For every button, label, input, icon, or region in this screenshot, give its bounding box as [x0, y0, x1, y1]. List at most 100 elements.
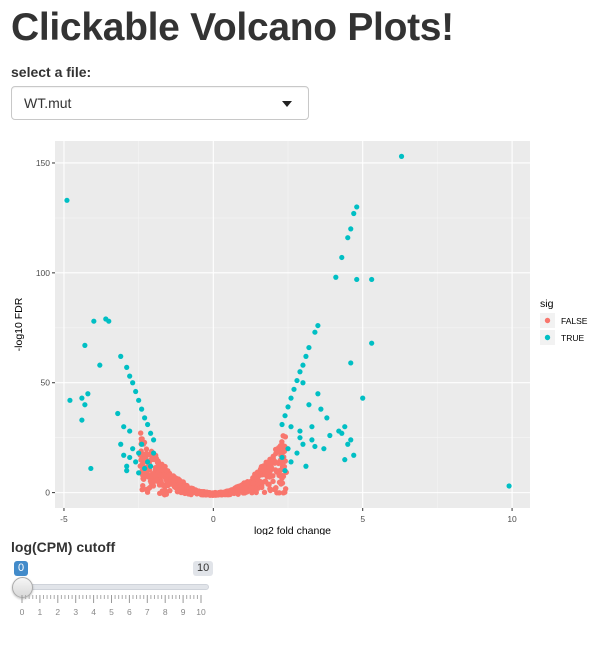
data-point-true[interactable] — [312, 329, 318, 335]
data-point-true[interactable] — [279, 421, 285, 428]
data-point-false[interactable] — [272, 446, 279, 453]
data-point-false[interactable] — [152, 472, 158, 478]
data-point-true[interactable] — [282, 468, 288, 474]
data-point-false[interactable] — [253, 473, 259, 480]
data-point-true[interactable] — [324, 415, 330, 421]
data-point-false[interactable] — [273, 485, 279, 491]
data-point-true[interactable] — [360, 395, 366, 401]
data-point-true[interactable] — [342, 457, 348, 463]
data-point-false[interactable] — [154, 458, 160, 464]
data-point-true[interactable] — [147, 430, 154, 436]
data-point-true[interactable] — [136, 470, 142, 476]
data-point-true[interactable] — [351, 452, 357, 458]
data-point-true[interactable] — [97, 362, 103, 368]
data-point-false[interactable] — [177, 478, 183, 484]
data-point-false[interactable] — [276, 479, 283, 486]
data-point-false[interactable] — [154, 477, 160, 484]
data-point-true[interactable] — [318, 406, 324, 412]
data-point-false[interactable] — [220, 489, 227, 496]
data-point-true[interactable] — [88, 465, 94, 472]
data-point-true[interactable] — [145, 459, 151, 465]
data-point-false[interactable] — [280, 473, 287, 480]
data-point-true[interactable] — [348, 437, 354, 443]
data-point-false[interactable] — [259, 484, 265, 491]
data-point-true[interactable] — [345, 441, 351, 447]
data-point-false[interactable] — [268, 473, 274, 479]
data-point-true[interactable] — [64, 197, 70, 203]
data-point-true[interactable] — [124, 468, 130, 474]
data-point-true[interactable] — [294, 377, 300, 384]
data-point-true[interactable] — [136, 397, 142, 403]
data-point-true[interactable] — [309, 437, 315, 443]
data-point-true[interactable] — [124, 364, 130, 370]
data-point-false[interactable] — [161, 490, 167, 496]
data-point-true[interactable] — [139, 441, 145, 447]
data-point-false[interactable] — [270, 453, 276, 459]
data-point-false[interactable] — [182, 490, 188, 497]
data-point-true[interactable] — [285, 446, 291, 452]
data-point-true[interactable] — [297, 428, 303, 434]
data-point-true[interactable] — [315, 322, 321, 329]
data-point-false[interactable] — [140, 483, 146, 489]
data-point-true[interactable] — [300, 362, 306, 368]
data-point-true[interactable] — [339, 254, 345, 261]
data-point-false[interactable] — [282, 434, 289, 440]
data-point-false[interactable] — [138, 436, 144, 442]
data-point-true[interactable] — [127, 428, 133, 434]
data-point-false[interactable] — [270, 478, 276, 485]
data-point-true[interactable] — [136, 450, 142, 456]
data-point-true[interactable] — [133, 388, 139, 395]
data-point-true[interactable] — [291, 386, 297, 392]
data-point-true[interactable] — [297, 435, 303, 441]
data-point-false[interactable] — [250, 480, 256, 486]
data-point-true[interactable] — [150, 437, 157, 443]
data-point-true[interactable] — [398, 153, 405, 159]
data-point-true[interactable] — [288, 395, 294, 401]
data-point-true[interactable] — [294, 450, 300, 456]
data-point-false[interactable] — [137, 430, 144, 436]
data-point-true[interactable] — [142, 465, 148, 472]
data-point-false[interactable] — [175, 488, 181, 495]
data-point-true[interactable] — [339, 430, 345, 436]
data-point-false[interactable] — [167, 487, 173, 494]
data-point-false[interactable] — [140, 475, 146, 482]
data-point-false[interactable] — [150, 480, 156, 487]
data-point-false[interactable] — [188, 487, 195, 493]
data-point-true[interactable] — [121, 452, 127, 458]
data-point-true[interactable] — [348, 226, 354, 232]
data-point-false[interactable] — [282, 489, 288, 495]
data-point-true[interactable] — [354, 204, 360, 210]
data-point-false[interactable] — [268, 465, 275, 471]
data-point-true[interactable] — [369, 276, 375, 283]
data-point-true[interactable] — [300, 380, 306, 386]
data-point-true[interactable] — [79, 417, 85, 423]
data-point-false[interactable] — [143, 446, 150, 452]
data-point-true[interactable] — [282, 413, 288, 419]
data-point-false[interactable] — [170, 481, 177, 487]
data-point-false[interactable] — [253, 487, 259, 494]
data-point-false[interactable] — [139, 486, 145, 493]
data-point-true[interactable] — [369, 340, 375, 346]
data-point-true[interactable] — [354, 276, 360, 283]
data-point-true[interactable] — [118, 353, 124, 359]
data-point-true[interactable] — [150, 450, 157, 456]
data-point-true[interactable] — [327, 432, 333, 439]
data-point-false[interactable] — [261, 465, 267, 471]
data-point-false[interactable] — [276, 472, 282, 479]
data-point-false[interactable] — [281, 458, 288, 465]
data-point-false[interactable] — [165, 481, 171, 488]
data-point-true[interactable] — [342, 424, 348, 430]
data-point-true[interactable] — [306, 344, 312, 351]
data-point-false[interactable] — [263, 459, 269, 466]
data-point-true[interactable] — [118, 441, 124, 447]
data-point-true[interactable] — [351, 210, 357, 217]
data-point-true[interactable] — [279, 454, 285, 461]
data-point-false[interactable] — [267, 487, 274, 494]
data-point-false[interactable] — [193, 489, 200, 496]
data-point-true[interactable] — [348, 360, 354, 366]
data-point-true[interactable] — [115, 410, 121, 417]
data-point-true[interactable] — [506, 483, 512, 489]
data-point-true[interactable] — [300, 441, 306, 447]
data-point-true[interactable] — [121, 424, 127, 430]
